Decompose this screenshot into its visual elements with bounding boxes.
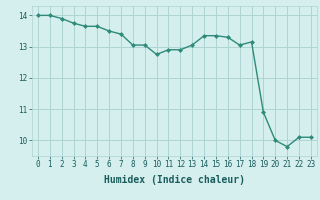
X-axis label: Humidex (Indice chaleur): Humidex (Indice chaleur) — [104, 175, 245, 185]
